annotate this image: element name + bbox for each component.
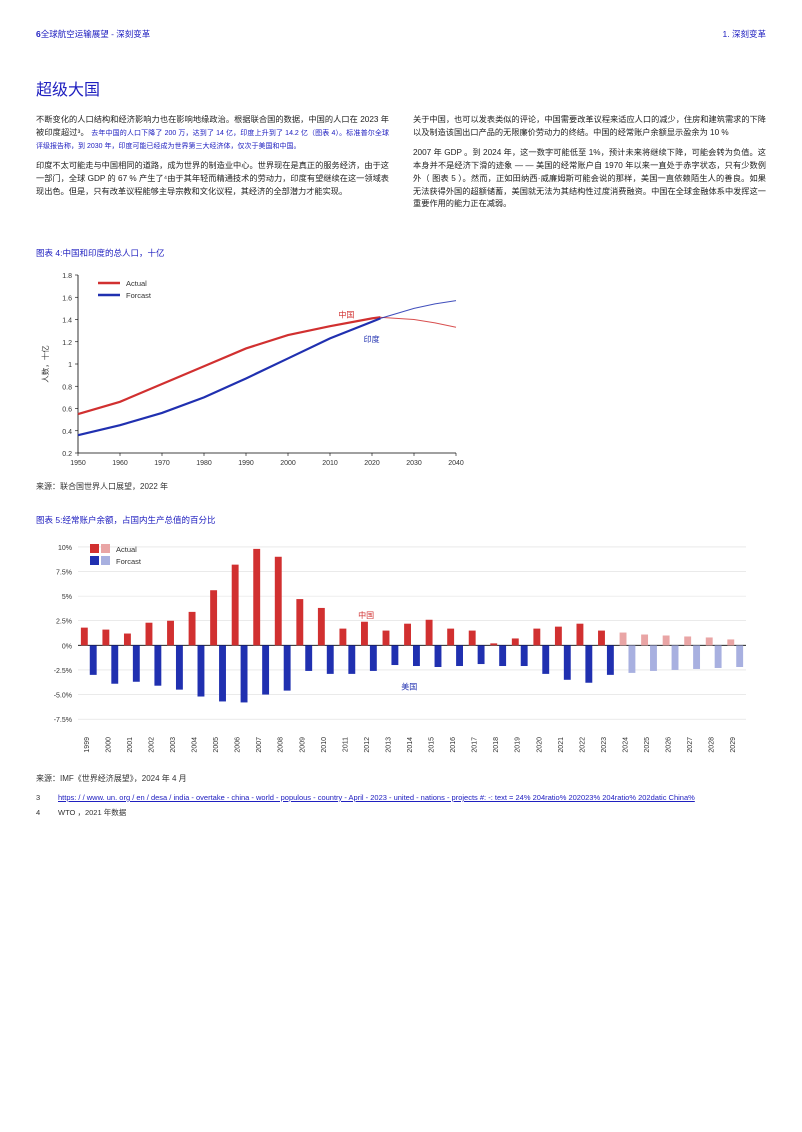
svg-text:1999: 1999: [84, 737, 91, 753]
chart4-svg: 0.2 0.4 0.6 0.8 1 1.2 1.4 1.6 1.8 1950 1960 1970 198…: [36, 265, 466, 475]
svg-text:人数，十亿: 人数，十亿: [40, 345, 50, 383]
header-left: 6全球航空运输展望 - 深刻变革: [36, 28, 150, 40]
svg-text:2008: 2008: [278, 737, 285, 753]
svg-text:2011: 2011: [342, 737, 349, 752]
footnote-4: 4 WTO ，2021 年数据: [36, 807, 766, 819]
left-para-1: 不断变化的人口结构和经济影响力也在影响地缘政治。根据联合国的数据，中国的人口在 …: [36, 114, 389, 152]
svg-text:2026: 2026: [666, 737, 673, 753]
svg-text:-2.5%: -2.5%: [54, 668, 72, 675]
svg-text:2010: 2010: [322, 460, 338, 467]
page-header: 6全球航空运输展望 - 深刻变革 1. 深刻变革: [36, 28, 766, 40]
svg-text:中国: 中国: [358, 610, 374, 620]
header-right: 1. 深刻变革: [723, 28, 766, 40]
chart5-area: -7.5% -5.0% -2.5% 0% 2.5% 5% 7.5% 10% 1999 2000 20…: [36, 532, 766, 767]
svg-text:Actual: Actual: [126, 279, 147, 288]
section-title: 超级大国: [36, 76, 766, 100]
svg-text:1990: 1990: [238, 460, 254, 467]
chart5-source: 来源：IMF《世界经济展望》，2024 年 4 月: [36, 773, 766, 784]
svg-text:2030: 2030: [406, 460, 422, 467]
svg-text:2025: 2025: [644, 737, 651, 753]
svg-text:1.2: 1.2: [62, 340, 72, 347]
svg-text:2020: 2020: [364, 460, 380, 467]
svg-text:2004: 2004: [192, 737, 199, 753]
svg-text:2016: 2016: [450, 737, 457, 753]
svg-text:2019: 2019: [515, 737, 522, 753]
svg-text:2017: 2017: [472, 737, 479, 753]
svg-text:5%: 5%: [62, 594, 72, 601]
svg-text:0%: 0%: [62, 643, 72, 650]
svg-text:2029: 2029: [730, 737, 737, 753]
header-left-text: 全球航空运输展望 - 深刻变革: [41, 29, 151, 39]
left-column: 不断变化的人口结构和经济影响力也在影响地缘政治。根据联合国的数据，中国的人口在 …: [36, 114, 389, 219]
svg-text:2002: 2002: [148, 737, 155, 753]
svg-text:美国: 美国: [401, 682, 417, 692]
svg-text:2003: 2003: [170, 737, 177, 753]
svg-text:0.6: 0.6: [62, 406, 72, 413]
svg-text:2013: 2013: [385, 737, 392, 753]
svg-text:1950: 1950: [70, 460, 86, 467]
svg-text:1.6: 1.6: [62, 295, 72, 302]
svg-text:1960: 1960: [112, 460, 128, 467]
svg-text:0.8: 0.8: [62, 384, 72, 391]
footnote-3: 3 https: / / www. un. org / en / desa / …: [36, 792, 766, 804]
right-para-2: 2007 年 GDP 。到 2024 年，这一数字可能低至 1%，预计未来将继续…: [413, 147, 766, 211]
svg-text:2015: 2015: [429, 737, 436, 753]
svg-text:2000: 2000: [280, 460, 296, 467]
svg-text:2018: 2018: [493, 737, 500, 753]
right-column: 关于中国，也可以发表类似的评论，中国需要改革议程来适应人口的减少，住房和建筑需求…: [413, 114, 766, 219]
footnote-3-link[interactable]: https: / / www. un. org / en / desa / in…: [58, 792, 766, 804]
svg-text:Forcast: Forcast: [126, 291, 152, 300]
chart5-title: 图表 5:经常账户余额，占国内生产总值的百分比: [36, 514, 766, 526]
footnotes: 3 https: / / www. un. org / en / desa / …: [36, 792, 766, 819]
svg-text:中国: 中国: [338, 309, 354, 319]
svg-text:2005: 2005: [213, 737, 220, 753]
chart4-title: 图表 4:中国和印度的总人口，十亿: [36, 247, 766, 259]
right-para-1: 关于中国，也可以发表类似的评论，中国需要改革议程来适应人口的减少，住房和建筑需求…: [413, 114, 766, 139]
svg-text:2000: 2000: [105, 737, 112, 753]
svg-text:-5.0%: -5.0%: [54, 692, 72, 699]
svg-text:2028: 2028: [709, 737, 716, 753]
chart5-svg: -7.5% -5.0% -2.5% 0% 2.5% 5% 7.5% 10% 1999 2000 20…: [36, 532, 756, 767]
svg-text:2.5%: 2.5%: [56, 619, 72, 626]
svg-text:1.8: 1.8: [62, 273, 72, 280]
svg-text:10%: 10%: [58, 545, 72, 552]
svg-text:2020: 2020: [536, 737, 543, 753]
svg-text:1.4: 1.4: [62, 317, 72, 324]
svg-text:2023: 2023: [601, 737, 608, 753]
svg-text:2021: 2021: [558, 737, 565, 753]
svg-text:-7.5%: -7.5%: [54, 717, 72, 724]
chart4-area: 0.2 0.4 0.6 0.8 1 1.2 1.4 1.6 1.8 1950 1960 1970 198…: [36, 265, 766, 475]
svg-text:7.5%: 7.5%: [56, 569, 72, 576]
svg-text:2007: 2007: [256, 737, 263, 753]
svg-text:2006: 2006: [235, 737, 242, 753]
left-para-2: 印度不太可能走与中国相同的道路，成为世界的制造业中心。世界现在是真正的服务经济，…: [36, 160, 389, 198]
svg-text:2001: 2001: [127, 737, 134, 753]
svg-text:Actual: Actual: [116, 545, 137, 554]
svg-text:2040: 2040: [448, 460, 464, 467]
svg-text:Forcast: Forcast: [116, 557, 142, 566]
svg-text:2009: 2009: [299, 737, 306, 753]
svg-text:2027: 2027: [687, 737, 694, 753]
svg-text:0.4: 0.4: [62, 429, 72, 436]
svg-text:2010: 2010: [321, 737, 328, 753]
chart4-source: 来源：联合国世界人口展望，2022 年: [36, 481, 766, 492]
body-columns: 不断变化的人口结构和经济影响力也在影响地缘政治。根据联合国的数据，中国的人口在 …: [36, 114, 766, 219]
svg-text:1980: 1980: [196, 460, 212, 467]
svg-text:2012: 2012: [364, 737, 371, 753]
svg-text:0.2: 0.2: [62, 451, 72, 458]
svg-text:2024: 2024: [622, 737, 629, 753]
svg-text:2014: 2014: [407, 737, 414, 753]
svg-text:1: 1: [68, 362, 72, 369]
svg-text:1970: 1970: [154, 460, 170, 467]
svg-text:印度: 印度: [364, 334, 380, 344]
svg-text:2022: 2022: [579, 737, 586, 753]
